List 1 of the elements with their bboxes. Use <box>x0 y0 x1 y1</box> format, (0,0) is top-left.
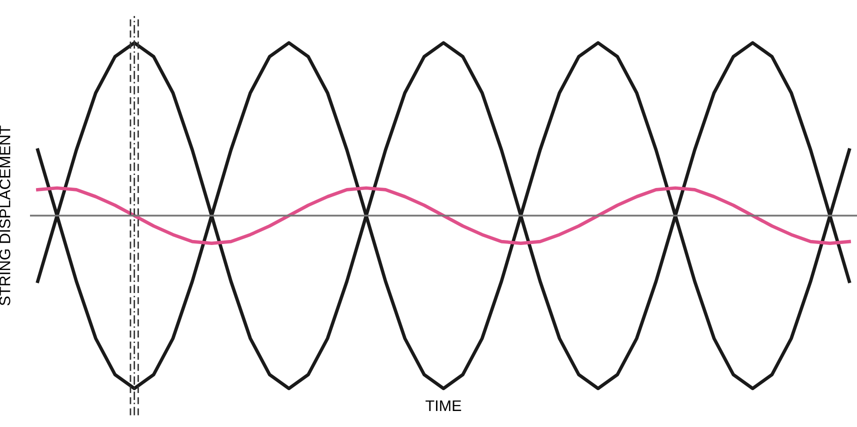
x-axis-title: TIME <box>426 400 462 411</box>
